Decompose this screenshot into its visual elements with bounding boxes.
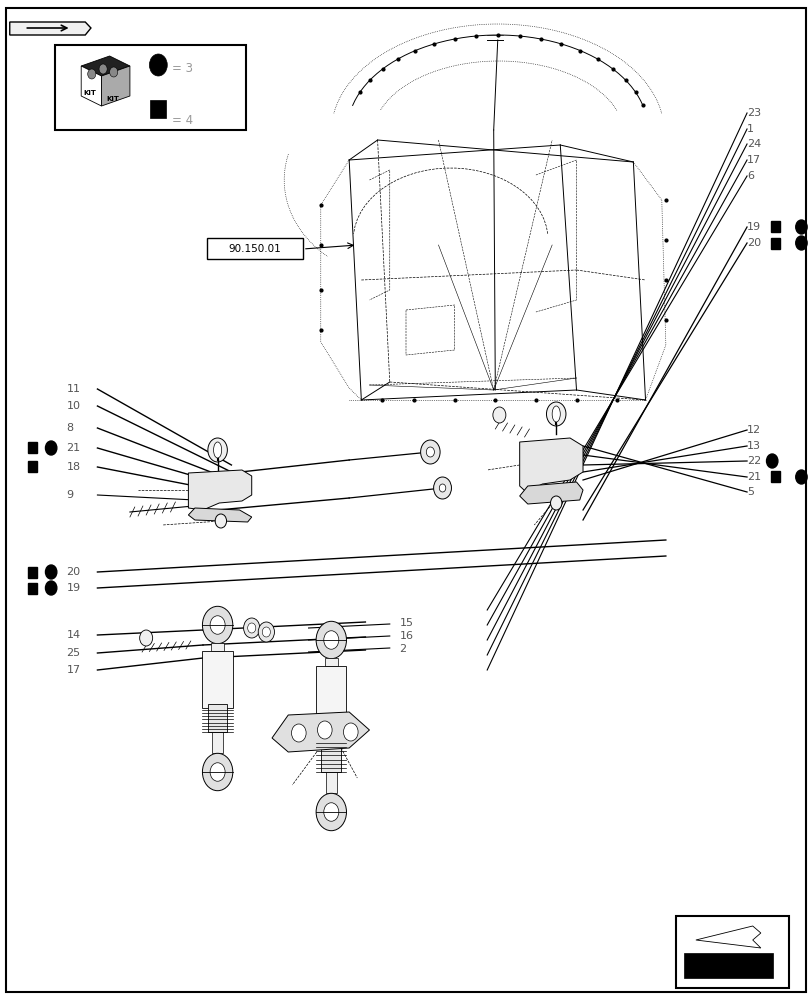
Circle shape	[795, 236, 806, 250]
Polygon shape	[324, 658, 337, 666]
Polygon shape	[208, 704, 227, 732]
Polygon shape	[211, 643, 224, 651]
Text: 17: 17	[746, 155, 760, 165]
Circle shape	[546, 402, 565, 426]
Text: 21: 21	[746, 472, 760, 482]
Text: 20: 20	[67, 567, 80, 577]
Bar	[28, 566, 36, 578]
Text: 21: 21	[67, 443, 80, 453]
Polygon shape	[81, 66, 101, 106]
Circle shape	[139, 630, 152, 646]
Circle shape	[291, 724, 306, 742]
Text: 15: 15	[399, 618, 413, 628]
Text: 10: 10	[67, 401, 80, 411]
Text: 9: 9	[67, 490, 74, 500]
Text: 17: 17	[67, 665, 80, 675]
Ellipse shape	[213, 442, 221, 458]
Text: 5: 5	[746, 487, 753, 497]
Polygon shape	[695, 926, 760, 948]
Text: 16: 16	[399, 631, 413, 641]
Text: = 3: = 3	[172, 62, 193, 75]
Ellipse shape	[551, 406, 560, 422]
Bar	[207, 238, 303, 259]
Circle shape	[433, 477, 451, 499]
Circle shape	[258, 622, 274, 642]
Bar	[770, 471, 779, 482]
Circle shape	[262, 627, 270, 637]
Circle shape	[208, 438, 227, 462]
Circle shape	[426, 447, 434, 457]
Polygon shape	[202, 651, 233, 708]
Polygon shape	[325, 772, 337, 793]
Polygon shape	[188, 470, 251, 510]
Text: 20: 20	[746, 238, 760, 248]
Circle shape	[766, 454, 777, 468]
Text: KIT: KIT	[84, 90, 97, 96]
Circle shape	[45, 565, 57, 579]
Circle shape	[202, 606, 233, 644]
Circle shape	[202, 753, 233, 791]
Circle shape	[420, 440, 440, 464]
Bar	[28, 461, 36, 472]
Bar	[770, 221, 779, 232]
Text: KIT: KIT	[106, 96, 119, 102]
Text: 13: 13	[746, 441, 760, 451]
Polygon shape	[321, 735, 341, 772]
Bar	[55, 45, 246, 130]
Text: 14: 14	[67, 630, 80, 640]
Polygon shape	[81, 56, 130, 76]
Circle shape	[324, 631, 338, 649]
Text: 19: 19	[67, 583, 80, 593]
Text: 8: 8	[67, 423, 74, 433]
Text: 90.150.01: 90.150.01	[229, 243, 281, 253]
Circle shape	[439, 484, 445, 492]
Circle shape	[795, 220, 806, 234]
Text: 11: 11	[67, 384, 80, 394]
Polygon shape	[519, 482, 582, 504]
Circle shape	[45, 581, 57, 595]
Text: 6: 6	[746, 171, 753, 181]
Bar	[150, 100, 166, 118]
Text: 1: 1	[746, 124, 753, 134]
Circle shape	[215, 514, 226, 528]
Circle shape	[795, 470, 806, 484]
Circle shape	[88, 69, 96, 79]
Text: 19: 19	[746, 222, 760, 232]
Circle shape	[343, 723, 358, 741]
Polygon shape	[10, 22, 91, 35]
Text: 18: 18	[67, 462, 80, 472]
Circle shape	[315, 621, 346, 659]
Circle shape	[109, 67, 118, 77]
Bar	[28, 442, 36, 453]
Circle shape	[45, 441, 57, 455]
Text: 25: 25	[67, 648, 80, 658]
Circle shape	[210, 763, 225, 781]
Bar	[683, 953, 772, 978]
Circle shape	[315, 793, 346, 831]
Circle shape	[149, 54, 167, 76]
Text: 2: 2	[399, 644, 406, 654]
Text: 22: 22	[746, 456, 761, 466]
Text: = 4: = 4	[172, 113, 193, 126]
Polygon shape	[519, 438, 582, 492]
Circle shape	[247, 623, 255, 633]
Circle shape	[492, 407, 505, 423]
Polygon shape	[101, 66, 130, 106]
Circle shape	[550, 496, 561, 510]
Polygon shape	[212, 732, 223, 753]
Circle shape	[99, 64, 107, 74]
Circle shape	[324, 803, 338, 821]
Polygon shape	[272, 712, 369, 752]
Bar	[675, 916, 788, 988]
Circle shape	[210, 616, 225, 634]
Text: 23: 23	[746, 108, 760, 118]
Polygon shape	[188, 508, 251, 522]
Text: 24: 24	[746, 139, 761, 149]
Text: 12: 12	[746, 425, 760, 435]
Circle shape	[243, 618, 260, 638]
Circle shape	[317, 721, 332, 739]
Bar	[28, 582, 36, 593]
Polygon shape	[315, 666, 346, 741]
Bar	[770, 237, 779, 248]
